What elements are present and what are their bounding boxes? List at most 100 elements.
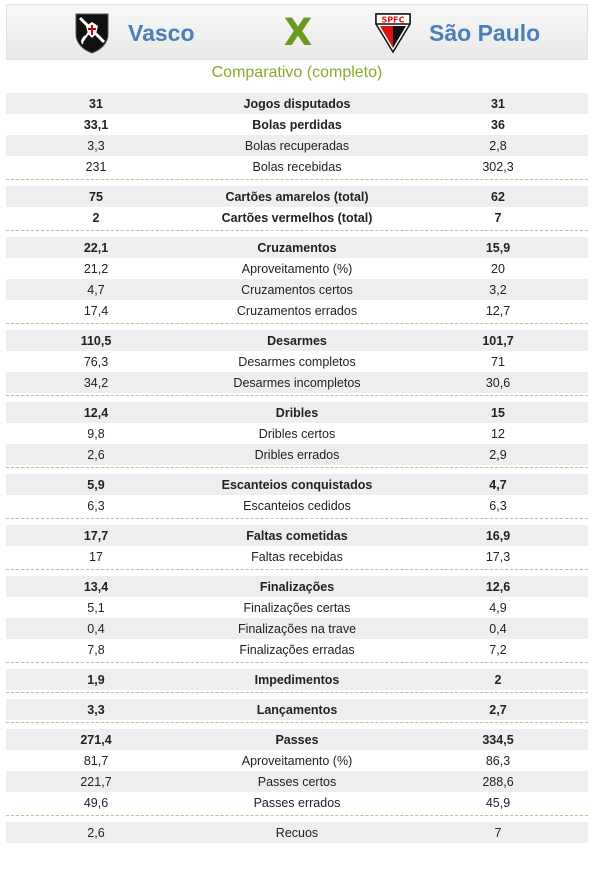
table-row: 81,7 Aproveitamento (%) 86,3 (6, 750, 588, 771)
table-row: 17,7 Faltas cometidas 16,9 (6, 525, 588, 546)
away-value: 2 (494, 672, 502, 687)
stat-label: Finalizações (259, 579, 335, 594)
away-value: 334,5 (482, 732, 514, 747)
stat-label: Desarmes completos (238, 354, 356, 369)
away-value: 71 (491, 354, 505, 369)
stat-label: Jogos disputados (243, 96, 351, 111)
home-value: 17,4 (83, 303, 109, 318)
home-value: 31 (89, 96, 103, 111)
away-value: 30,6 (485, 375, 511, 390)
table-row: 5,1 Finalizações certas 4,9 (6, 597, 588, 618)
away-team-name: São Paulo (429, 19, 541, 46)
home-value: 1,9 (87, 672, 105, 687)
home-value: 0,4 (87, 621, 105, 636)
home-value: 17,7 (83, 528, 109, 543)
table-row: 75 Cartões amarelos (total) 62 (6, 186, 588, 207)
table-row: 17 Faltas recebidas 17,3 (6, 546, 588, 567)
away-value: 2,8 (489, 138, 507, 153)
away-value: 4,9 (489, 600, 507, 615)
stat-label: Recuos (275, 825, 319, 840)
home-value: 76,3 (83, 354, 109, 369)
stat-label: Bolas recuperadas (244, 138, 350, 153)
stats-group: 271,4 Passes 334,5 81,7 Aproveitamento (%) 86… (6, 723, 588, 816)
page-subtitle: Comparativo (completo) (211, 64, 383, 81)
home-value: 271,4 (80, 732, 112, 747)
away-value: 20 (491, 261, 505, 276)
stat-label: Faltas cometidas (246, 528, 348, 543)
home-value: 34,2 (83, 375, 109, 390)
table-row: 34,2 Desarmes incompletos 30,6 (6, 372, 588, 393)
spfc-crest-text: SPFC (382, 16, 405, 25)
table-row: 17,4 Cruzamentos errados 12,7 (6, 300, 588, 321)
home-value: 17 (89, 549, 103, 564)
away-value: 36 (491, 117, 505, 132)
table-row: 49,6 Passes errados 45,9 (6, 792, 588, 813)
table-row: 76,3 Desarmes completos 71 (6, 351, 588, 372)
stats-group: 2,6 Recuos 7 (6, 816, 588, 845)
stat-label: Cartões vermelhos (total) (221, 210, 373, 225)
stats-table: 31 Jogos disputados 31 33,1 Bolas perdidas 36… (6, 92, 588, 845)
home-value: 22,1 (83, 240, 109, 255)
away-value: 7 (494, 210, 502, 225)
table-row: 31 Jogos disputados 31 (6, 93, 588, 114)
away-value: 288,6 (482, 774, 514, 789)
table-row: 4,7 Cruzamentos certos 3,2 (6, 279, 588, 300)
away-value: 2,9 (489, 447, 507, 462)
home-value: 2 (92, 210, 100, 225)
away-value: 7,2 (489, 642, 507, 657)
stats-group: 5,9 Escanteios conquistados 4,7 6,3 Escantei… (6, 468, 588, 519)
home-value: 75 (89, 189, 103, 204)
table-row: 2,6 Recuos 7 (6, 822, 588, 843)
table-row: 2,6 Dribles errados 2,9 (6, 444, 588, 465)
away-value: 101,7 (482, 333, 514, 348)
stats-group: 13,4 Finalizações 12,6 5,1 Finalizações cert… (6, 570, 588, 663)
versus-label: X (283, 11, 313, 54)
home-value: 81,7 (83, 753, 109, 768)
table-row: 1,9 Impedimentos 2 (6, 669, 588, 690)
away-value: 16,9 (485, 528, 511, 543)
stat-label: Escanteios cedidos (243, 498, 351, 513)
table-row: 5,9 Escanteios conquistados 4,7 (6, 474, 588, 495)
stat-label: Passes certos (257, 774, 337, 789)
stat-label: Aproveitamento (%) (241, 261, 353, 276)
away-team: SPFC São Paulo (373, 5, 540, 61)
table-row: 271,4 Passes 334,5 (6, 729, 588, 750)
home-value: 13,4 (83, 579, 109, 594)
stat-label: Cruzamentos (257, 240, 337, 255)
away-value: 12,7 (485, 303, 511, 318)
stat-label: Lançamentos (256, 702, 338, 717)
away-value: 4,7 (489, 477, 507, 492)
home-team-name: Vasco (128, 19, 195, 46)
stats-group: 22,1 Cruzamentos 15,9 21,2 Aproveitamento (%… (6, 231, 588, 324)
table-row: 110,5 Desarmes 101,7 (6, 330, 588, 351)
home-value: 110,5 (80, 333, 112, 348)
home-value: 2,6 (87, 447, 105, 462)
stat-label: Desarmes (267, 333, 327, 348)
stat-label: Finalizações erradas (239, 642, 355, 657)
match-header: Vasco X SPFC São Paulo (6, 4, 588, 60)
table-row: 0,4 Finalizações na trave 0,4 (6, 618, 588, 639)
home-value: 21,2 (83, 261, 109, 276)
home-value: 12,4 (83, 405, 109, 420)
stat-label: Bolas recebidas (252, 159, 342, 174)
home-value: 9,8 (87, 426, 105, 441)
table-row: 22,1 Cruzamentos 15,9 (6, 237, 588, 258)
table-row: 21,2 Aproveitamento (%) 20 (6, 258, 588, 279)
stat-label: Faltas recebidas (251, 549, 343, 564)
away-value: 62 (491, 189, 505, 204)
table-row: 221,7 Passes certos 288,6 (6, 771, 588, 792)
home-value: 231 (85, 159, 107, 174)
away-value: 15 (491, 405, 505, 420)
spfc-crest-icon: SPFC (375, 13, 411, 54)
home-team: Vasco (72, 5, 195, 61)
away-value: 12,6 (485, 579, 511, 594)
away-value: 6,3 (489, 498, 507, 513)
home-value: 3,3 (87, 138, 105, 153)
stat-label: Finalizações na trave (237, 621, 357, 636)
away-value: 17,3 (485, 549, 511, 564)
home-value: 49,6 (83, 795, 109, 810)
stat-label: Dribles certos (258, 426, 336, 441)
table-row: 231 Bolas recebidas 302,3 (6, 156, 588, 177)
home-value: 33,1 (83, 117, 109, 132)
stat-label: Passes errados (253, 795, 341, 810)
